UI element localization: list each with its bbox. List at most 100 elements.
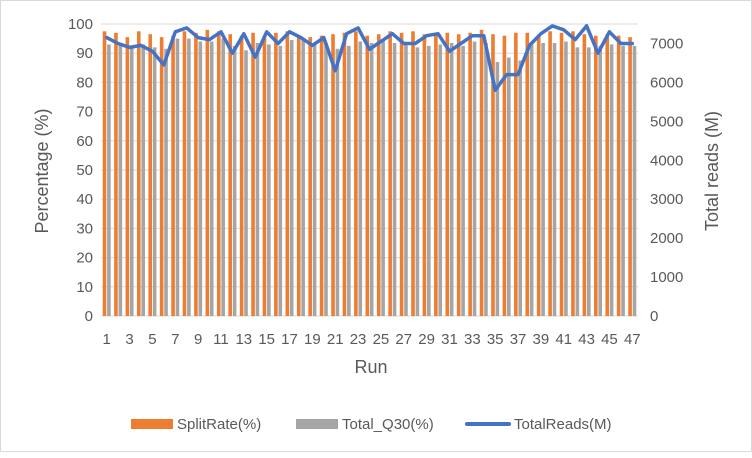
total-q30-bar	[141, 44, 145, 316]
y2-tick-label: 6000	[650, 74, 683, 91]
total-q30-bar	[586, 47, 591, 317]
y2-tick-label: 0	[650, 308, 658, 325]
x-tick-label: 9	[194, 331, 202, 348]
splitrate-bar	[114, 32, 118, 316]
splitrate-bar	[582, 34, 587, 316]
splitrate-bar	[342, 32, 347, 316]
x-tick-label: 39	[533, 331, 550, 348]
splitrate-bar	[434, 34, 438, 316]
splitrate-bar	[616, 35, 621, 317]
legend-label-splitrate: SplitRate(%)	[177, 416, 261, 433]
total-q30-bar	[301, 38, 305, 316]
x-tick-label: 35	[487, 331, 504, 348]
total-q30-bar	[152, 47, 157, 317]
y-tick-label: 60	[76, 133, 93, 150]
y2-tick-label: 7000	[650, 35, 683, 52]
total-q30-bar	[267, 44, 271, 316]
y-axis-left-title: Percentage (%)	[32, 108, 52, 233]
x-tick-label: 3	[125, 331, 133, 348]
total-q30-bar	[427, 45, 431, 317]
y-axis-right-title: Total reads (M)	[702, 111, 722, 231]
splitrate-bar	[388, 31, 392, 317]
splitrate-bar	[262, 35, 267, 317]
x-tick-label: 27	[395, 331, 412, 348]
y2-tick-label: 1000	[650, 269, 683, 286]
splitrate-bar	[514, 32, 518, 316]
total-q30-bar	[335, 48, 340, 316]
x-tick-label: 21	[327, 331, 344, 348]
x-axis-title: Run	[354, 357, 387, 377]
splitrate-bar	[331, 34, 335, 316]
line-series	[104, 24, 635, 92]
total-q30-bar	[244, 50, 248, 316]
y-tick-label: 100	[68, 16, 93, 33]
gridlines	[101, 23, 638, 317]
total-q30-bar	[598, 45, 603, 317]
total-q30-bar	[484, 42, 488, 316]
total-q30-bar	[461, 45, 465, 317]
splitrate-bar	[411, 31, 415, 317]
splitrate-bar	[239, 35, 244, 317]
total-q30-bar	[541, 42, 545, 316]
splitrate-bar	[399, 32, 404, 316]
total-q30-bar	[278, 45, 283, 317]
total-q30-bar	[358, 41, 363, 317]
total-q30-bar	[209, 41, 214, 317]
total-q30-bar	[392, 42, 397, 316]
splitrate-bar	[594, 35, 598, 317]
total-q30-bar	[198, 41, 203, 317]
splitrate-bar	[182, 31, 187, 317]
splitrate-bar	[251, 32, 255, 316]
total-q30-bar	[507, 57, 511, 317]
y-tick-label: 70	[76, 104, 93, 121]
x-tick-label: 33	[464, 331, 481, 348]
x-tick-label: 23	[350, 331, 367, 348]
splitrate-bar	[228, 34, 232, 316]
splitrate-bar	[319, 35, 324, 317]
splitrate-bar	[274, 32, 278, 316]
x-tick-label: 45	[601, 331, 618, 348]
splitrate-bar	[571, 31, 575, 317]
y-tick-label: 0	[85, 308, 93, 325]
x-tick-label: 25	[373, 331, 390, 348]
splitrate-bar	[365, 35, 370, 317]
total-q30-bar	[381, 41, 385, 317]
legend-swatch-splitrate	[131, 419, 173, 429]
total-q30-bar	[347, 45, 351, 317]
x-tick-label: 31	[441, 331, 458, 348]
splitrate-bar	[376, 34, 381, 316]
splitrate-bar	[559, 32, 564, 316]
total-q30-bar	[255, 42, 260, 316]
splitrate-bar	[605, 34, 610, 316]
total-q30-bar	[164, 48, 168, 316]
legend-label-totalreads: TotalReads(M)	[514, 416, 612, 433]
x-tick-label: 41	[555, 331, 572, 348]
y2-tick-label: 5000	[650, 113, 683, 130]
splitrate-bar	[445, 32, 450, 316]
total-q30-bar	[495, 61, 500, 317]
x-tick-label: 1	[103, 331, 111, 348]
x-tick-label: 17	[281, 331, 298, 348]
total-q30-bar	[221, 38, 225, 316]
legend-swatch-total-q30	[296, 419, 338, 429]
total-q30-bar	[529, 44, 534, 316]
total-q30-bar	[472, 41, 477, 317]
y2-tick-label: 3000	[650, 191, 683, 208]
y-tick-label: 90	[76, 45, 93, 62]
splitrate-bar	[125, 37, 130, 316]
splitrate-bar	[525, 32, 530, 316]
x-tick-label: 29	[418, 331, 435, 348]
total-q30-bar	[415, 47, 420, 317]
total-q30-bar	[324, 42, 328, 316]
splitrate-bar	[216, 31, 221, 317]
total-q30-bar	[632, 45, 637, 317]
total-q30-bar	[449, 42, 454, 316]
splitrate-bar	[148, 34, 153, 316]
splitrate-bar	[102, 31, 107, 317]
legend: SplitRate(%) Total_Q30(%) TotalReads(M)	[131, 416, 612, 433]
total-q30-bar	[107, 44, 111, 316]
total-q30-bar	[369, 42, 374, 316]
y-axis-left-ticks: 0 10 20 30 40 50 60 70 80 90 100	[68, 16, 93, 325]
x-tick-label: 13	[235, 331, 252, 348]
